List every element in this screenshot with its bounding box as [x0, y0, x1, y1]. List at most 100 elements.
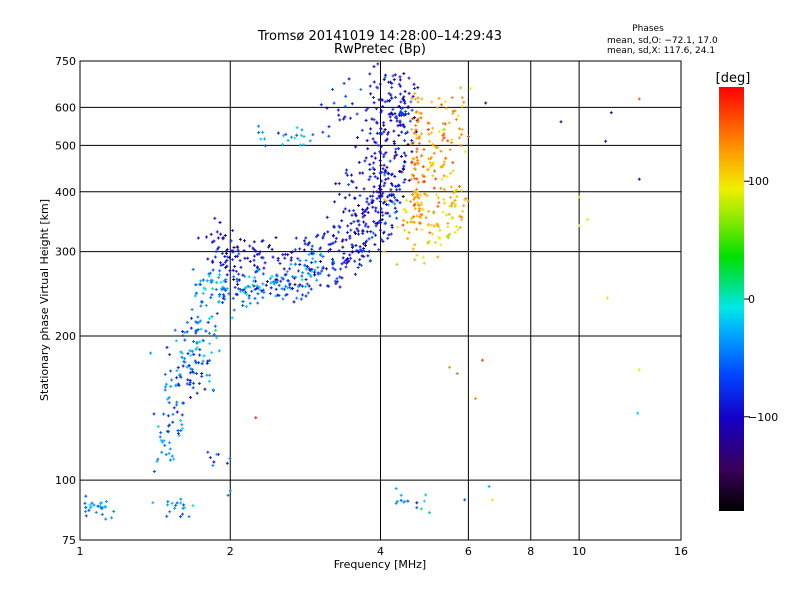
- data-point: [374, 140, 376, 144]
- data-point: [447, 139, 449, 143]
- x-tick-label: 6: [465, 545, 472, 558]
- data-point: [168, 396, 170, 400]
- data-point: [439, 237, 441, 241]
- data-point: [403, 98, 404, 102]
- data-point: [294, 136, 296, 140]
- data-point: [167, 500, 169, 504]
- data-point: [297, 289, 299, 293]
- data-point: [375, 209, 377, 213]
- data-point: [259, 250, 261, 254]
- data-point: [258, 267, 260, 271]
- data-point: [475, 397, 476, 401]
- data-point: [367, 106, 369, 110]
- data-point: [167, 414, 169, 418]
- data-point: [308, 253, 310, 256]
- data-point: [326, 284, 328, 288]
- colorbar-tick-label: 0: [748, 293, 755, 306]
- data-point: [442, 164, 444, 168]
- data-point: [387, 195, 389, 199]
- data-point: [387, 130, 389, 134]
- data-point: [309, 268, 311, 272]
- data-point: [262, 288, 264, 292]
- data-point: [417, 162, 419, 166]
- data-point: [170, 384, 172, 388]
- data-point: [416, 253, 418, 257]
- data-point: [344, 115, 346, 119]
- data-point: [380, 126, 382, 130]
- data-point: [99, 505, 101, 509]
- data-point: [168, 441, 170, 445]
- data-point: [461, 218, 462, 222]
- data-point: [328, 243, 330, 247]
- data-point: [346, 258, 348, 262]
- data-point: [452, 109, 454, 113]
- data-point: [166, 514, 168, 518]
- data-point: [179, 373, 181, 376]
- data-point: [454, 198, 456, 202]
- data-point: [390, 193, 392, 197]
- data-point: [456, 195, 458, 199]
- data-point: [390, 232, 392, 236]
- data-point: [437, 224, 439, 228]
- data-point: [416, 120, 418, 124]
- data-point: [210, 280, 212, 284]
- data-point: [291, 135, 292, 139]
- data-point: [387, 132, 389, 136]
- data-point: [252, 283, 254, 287]
- data-point: [216, 230, 218, 234]
- data-point: [394, 200, 396, 203]
- data-point: [392, 200, 394, 204]
- data-point: [302, 271, 304, 275]
- data-point: [432, 232, 433, 236]
- data-point: [383, 155, 385, 159]
- data-point: [343, 210, 344, 214]
- data-point: [345, 259, 347, 262]
- data-point: [100, 501, 102, 505]
- data-point: [445, 106, 447, 110]
- data-point: [348, 77, 350, 81]
- data-point: [441, 177, 443, 181]
- data-point: [416, 200, 418, 204]
- data-point: [448, 121, 450, 125]
- data-point: [89, 503, 91, 507]
- data-point: [347, 257, 349, 260]
- data-point: [193, 352, 195, 356]
- data-point: [415, 133, 417, 136]
- data-point: [275, 236, 277, 240]
- data-point: [384, 200, 385, 204]
- data-point: [309, 273, 311, 277]
- data-point: [452, 201, 454, 205]
- data-point: [211, 351, 213, 355]
- data-point: [381, 210, 383, 214]
- data-point: [266, 280, 268, 283]
- data-point: [369, 194, 371, 198]
- data-point: [419, 193, 421, 197]
- data-point: [220, 232, 222, 236]
- data-point: [392, 107, 394, 111]
- data-point: [396, 499, 398, 503]
- data-point: [264, 137, 265, 141]
- data-point: [176, 410, 178, 414]
- data-point: [358, 232, 359, 236]
- data-point: [248, 294, 250, 298]
- data-point: [406, 221, 408, 224]
- data-point: [238, 252, 240, 256]
- data-point: [361, 250, 363, 254]
- data-point: [207, 320, 209, 324]
- data-point: [379, 184, 381, 188]
- data-point: [348, 209, 350, 213]
- data-point: [412, 117, 414, 121]
- data-point: [380, 207, 382, 211]
- data-point: [412, 94, 414, 98]
- data-point: [307, 271, 309, 275]
- data-point: [225, 280, 227, 284]
- data-point: [275, 294, 277, 298]
- data-point: [409, 119, 411, 123]
- data-point: [404, 207, 406, 211]
- data-point: [332, 266, 334, 270]
- data-point: [438, 201, 440, 205]
- data-point: [428, 139, 430, 143]
- data-point: [314, 270, 315, 274]
- data-point: [359, 194, 361, 198]
- data-point: [226, 251, 227, 255]
